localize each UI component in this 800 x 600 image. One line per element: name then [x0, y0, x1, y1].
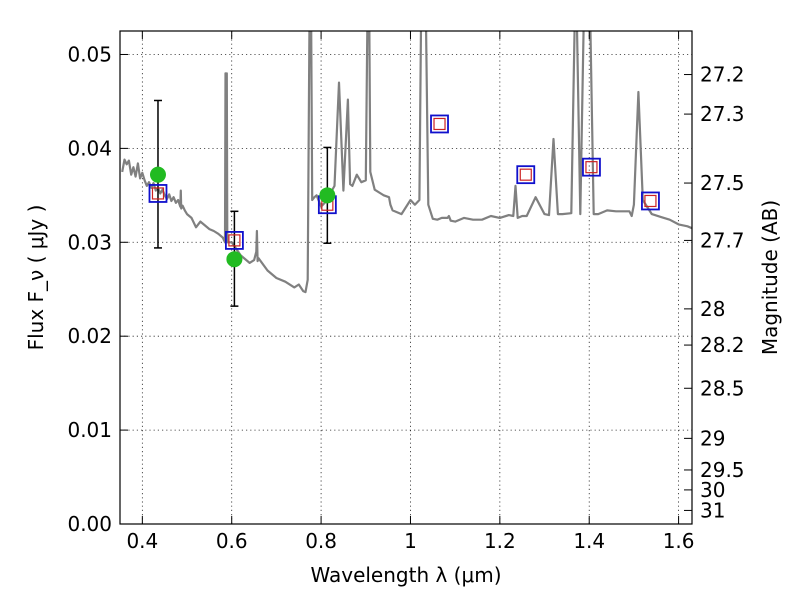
right-tick-label: 28.5	[700, 376, 745, 400]
observed-point-2	[226, 251, 243, 268]
right-tick-label: 27.7	[700, 228, 745, 252]
right-tick-label: 28	[700, 297, 725, 321]
x-axis-title: Wavelength λ (μm)	[310, 563, 501, 587]
model-band-point-6	[582, 157, 601, 177]
model-band-inner-5	[519, 168, 532, 181]
right-tick-label: 30	[700, 478, 725, 502]
model-band-point-5	[516, 165, 536, 185]
y-tick-label: 0.01	[67, 418, 112, 442]
model-band-inner-7	[644, 194, 657, 208]
model-spectrum-line	[121, 31, 692, 294]
x-tick-label: 1.6	[663, 529, 695, 553]
y-tick-label: 0.03	[67, 230, 112, 254]
model-band-inner-6	[585, 161, 598, 174]
right-tick-label: 31	[700, 498, 725, 522]
right-tick-label: 27.2	[700, 63, 745, 87]
right-tick-label: 27.5	[700, 171, 745, 195]
y-axis-title: Flux F_ν ( μJy )	[24, 205, 48, 351]
observed-point-1	[149, 166, 166, 183]
y-tick-label: 0.04	[67, 136, 112, 160]
x-tick-label: 0.8	[305, 529, 337, 553]
y-tick-label: 0.02	[67, 324, 112, 348]
model-band-point-7	[641, 191, 660, 211]
x-tick-label: 0.6	[216, 529, 248, 553]
model-band-point-4	[430, 114, 449, 134]
model-band-inner-2	[228, 234, 241, 247]
y-tick-label: 0.05	[67, 42, 112, 66]
x-tick-label: 0.4	[126, 529, 158, 553]
points-layer	[148, 99, 660, 307]
plot-frame	[119, 30, 693, 525]
spectrum-layer	[121, 31, 692, 294]
model-band-inner-1	[151, 187, 165, 200]
model-band-point-2	[224, 231, 244, 250]
model-band-point-1	[148, 184, 168, 203]
observed-point-3	[319, 187, 336, 204]
right-tick-label: 29.5	[700, 458, 745, 482]
right-y-axis-title: Magnitude (AB)	[758, 200, 782, 355]
x-tick-label: 1.4	[573, 529, 605, 553]
right-tick-label: 29	[700, 426, 725, 450]
right-tick-label: 27.3	[700, 102, 745, 126]
ticks-layer: 0.4 0.6 0.8 1 1.2 1.4 1.6 0.00 0.01 0.02 0.03 0.04 0…	[67, 31, 745, 553]
x-tick-label: 1.2	[484, 529, 516, 553]
model-band-inner-4	[433, 117, 446, 131]
right-tick-label: 28.2	[700, 333, 745, 357]
x-tick-label: 1	[404, 529, 417, 553]
y-tick-label: 0.00	[67, 512, 112, 536]
